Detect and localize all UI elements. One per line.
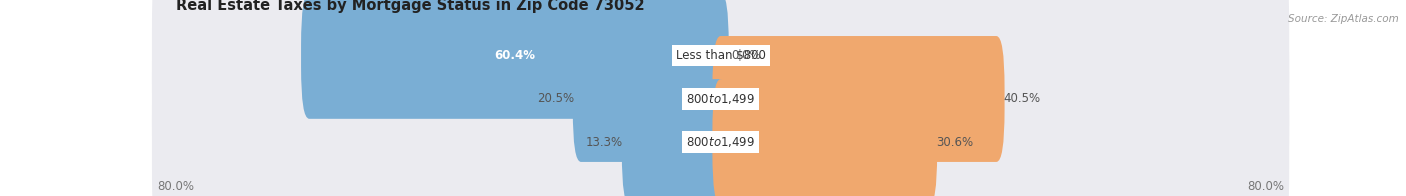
FancyBboxPatch shape xyxy=(152,0,1289,196)
FancyBboxPatch shape xyxy=(621,79,728,196)
Text: Real Estate Taxes by Mortgage Status in Zip Code 73052: Real Estate Taxes by Mortgage Status in … xyxy=(176,0,644,13)
Text: 40.5%: 40.5% xyxy=(1004,93,1040,105)
Text: 20.5%: 20.5% xyxy=(537,93,574,105)
FancyBboxPatch shape xyxy=(572,36,728,162)
Text: $800 to $1,499: $800 to $1,499 xyxy=(686,135,755,149)
Text: Source: ZipAtlas.com: Source: ZipAtlas.com xyxy=(1288,14,1399,24)
FancyBboxPatch shape xyxy=(713,79,938,196)
FancyBboxPatch shape xyxy=(152,0,1289,196)
Text: $800 to $1,499: $800 to $1,499 xyxy=(686,92,755,106)
Text: 0.0%: 0.0% xyxy=(731,49,761,62)
Text: Less than $800: Less than $800 xyxy=(676,49,765,62)
FancyBboxPatch shape xyxy=(713,36,1004,162)
Text: 60.4%: 60.4% xyxy=(495,49,536,62)
FancyBboxPatch shape xyxy=(301,0,728,119)
Text: 13.3%: 13.3% xyxy=(586,136,623,149)
Text: 30.6%: 30.6% xyxy=(936,136,973,149)
FancyBboxPatch shape xyxy=(152,0,1289,196)
